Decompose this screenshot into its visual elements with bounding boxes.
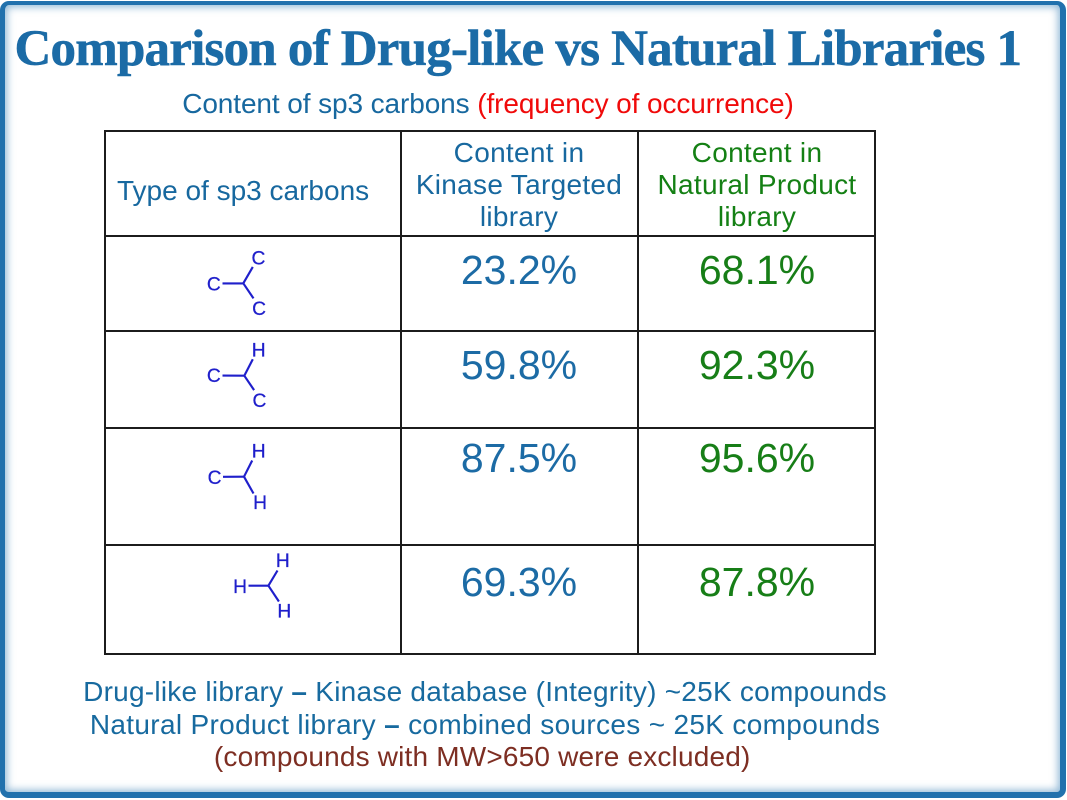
svg-text:H: H [233, 577, 247, 598]
svg-text:C: C [208, 468, 222, 489]
svg-text:H: H [276, 551, 290, 572]
svg-text:C: C [252, 299, 266, 320]
svg-text:H: H [277, 602, 291, 623]
svg-text:C: C [207, 366, 221, 387]
svg-text:H: H [252, 341, 266, 362]
svg-text:C: C [252, 391, 266, 412]
svg-text:C: C [207, 274, 221, 295]
svg-text:C: C [251, 249, 265, 270]
svg-text:H: H [253, 493, 267, 514]
svg-text:H: H [252, 442, 266, 463]
